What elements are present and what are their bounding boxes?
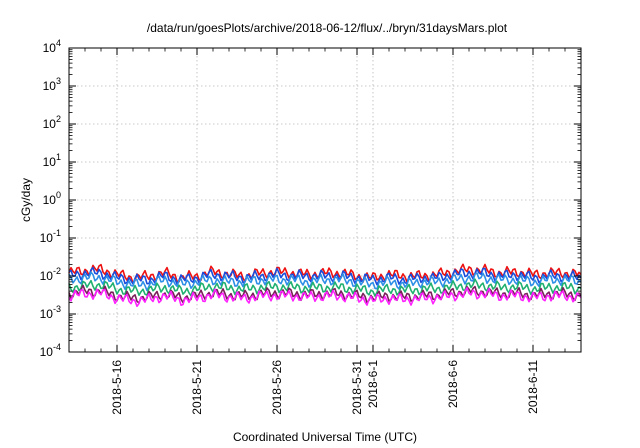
y-tick-labels: 10-4 10-3 10-2 10-1 100 101 102 103 104 [40,38,61,359]
y-tick-label: 10-2 [40,266,61,283]
x-tick-label: 2018-5-26 [270,360,284,415]
grid-lines [69,48,581,352]
y-tick-label: 103 [43,76,61,93]
series-line-6 [68,287,582,308]
x-tick-label: 2018-5-16 [110,360,124,415]
axis-ticks [68,47,582,353]
y-tick-label: 10-3 [40,304,61,321]
x-tick-label: 2018-6-11 [526,360,540,414]
x-axis-label: Coordinated Universal Time (UTC) [233,430,417,444]
chart-title: /data/run/goesPlots/archive/2018-06-12/f… [147,21,508,35]
x-tick-label: 2018-5-21 [190,360,204,415]
series-line-3 [68,271,582,292]
x-tick-labels: 2018-5-16 2018-5-21 2018-5-26 2018-5-31 2018… [110,360,540,415]
y-tick-label: 100 [43,190,61,207]
y-tick-label: 104 [43,38,61,55]
y-tick-label: 10-4 [40,342,61,359]
y-axis-label: cGy/day [19,178,33,222]
y-tick-label: 102 [43,114,61,131]
y-tick-label: 10-1 [40,228,61,245]
series-line-1 [68,263,582,284]
x-tick-label: 2018-6-1 [366,360,380,408]
x-tick-label: 2018-6-6 [446,360,460,408]
x-tick-label: 2018-5-31 [350,360,364,415]
series-lines [68,263,582,308]
y-tick-label: 101 [43,152,61,169]
series-line-4 [68,278,582,297]
